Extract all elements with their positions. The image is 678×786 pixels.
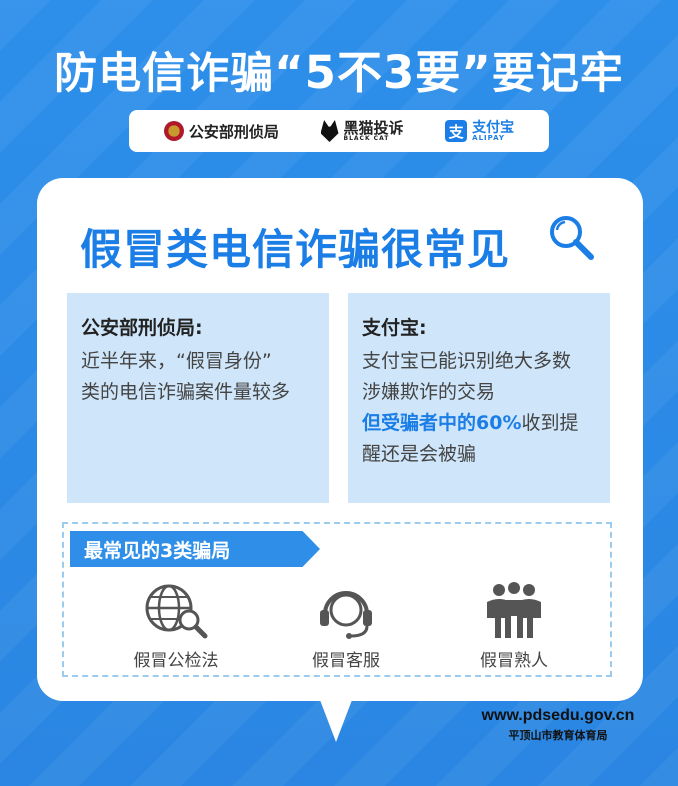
scam-label-3: 假冒熟人 <box>480 651 548 671</box>
alipay-box-title: 支付宝: <box>362 317 427 339</box>
sponsor-blackcat-sub: BLACK CAT <box>343 134 390 142</box>
alipay-box-line-3: 但受骗者中的60%收到提 <box>362 408 596 439</box>
police-badge-icon <box>163 121 184 141</box>
police-box-line-2: 类的电信诈骗案件量较多 <box>81 381 291 403</box>
scams-panel <box>62 522 612 677</box>
watermark: www.pdsedu.gov.cn 平顶山市教育体育局 <box>468 707 648 743</box>
scam-label-2: 假冒客服 <box>312 651 380 671</box>
alipay-box-emphasis: 但受骗者中的60% <box>362 412 522 434</box>
section-title: 假冒类电信诈骗很常见 <box>80 225 511 274</box>
globe-magnifier-icon <box>145 584 208 639</box>
sponsor-bar: 公安部刑侦局 黑猫投诉 BLACK CAT 支 支付宝 ALIPAY <box>129 110 549 152</box>
group-people-icon <box>487 582 541 638</box>
headset-agent-icon <box>320 591 372 639</box>
page-title: 防电信诈骗“5不3要”要记牢 <box>0 36 678 101</box>
police-box-title: 公安部刑侦局: <box>81 317 203 339</box>
black-cat-icon <box>320 120 339 142</box>
watermark-name: 平顶山市教育体育局 <box>508 729 608 742</box>
scam-label-1: 假冒公检法 <box>133 651 219 671</box>
title-post: 要记牢 <box>491 49 624 99</box>
scam-item-fake-acquaintance: 假冒熟人 <box>444 580 584 671</box>
scam-item-fake-police: 假冒公检法 <box>106 580 246 671</box>
card-tail <box>320 700 352 742</box>
alipay-box-line-4: 醒还是会被骗 <box>362 443 477 465</box>
sponsor-blackcat-name: 黑猫投诉 <box>343 118 404 137</box>
police-info-box: 公安部刑侦局: 近半年来，“假冒身份” 类的电信诈骗案件量较多 <box>67 293 329 503</box>
alipay-box-line-3-rest: 收到提 <box>521 412 579 434</box>
sponsor-alipay-sub: ALIPAY <box>472 133 505 142</box>
title-pre: 防电信诈骗 <box>54 49 275 99</box>
scam-item-fake-service: 假冒客服 <box>276 580 416 671</box>
sponsor-police: 公安部刑侦局 <box>163 121 279 142</box>
magnifier-icon <box>550 216 594 260</box>
alipay-info-box: 支付宝: 支付宝已能识别绝大多数 涉嫌欺诈的交易 但受骗者中的60%收到提 醒还… <box>348 293 610 503</box>
watermark-url: www.pdsedu.gov.cn <box>481 707 635 724</box>
alipay-icon: 支 <box>445 120 468 142</box>
title-highlight: “5不3要” <box>274 46 492 99</box>
sponsor-alipay: 支 支付宝 ALIPAY <box>445 120 514 142</box>
scams-banner: 最常见的3类骗局 <box>70 531 320 567</box>
sponsor-police-name: 公安部刑侦局 <box>188 122 279 141</box>
sponsor-blackcat: 黑猫投诉 BLACK CAT <box>320 118 404 142</box>
alipay-box-line-2: 涉嫌欺诈的交易 <box>362 381 496 403</box>
alipay-box-line-1: 支付宝已能识别绝大多数 <box>362 350 572 372</box>
sponsor-alipay-name: 支付宝 <box>472 119 515 136</box>
police-box-line-1: 近半年来，“假冒身份” <box>81 350 272 372</box>
